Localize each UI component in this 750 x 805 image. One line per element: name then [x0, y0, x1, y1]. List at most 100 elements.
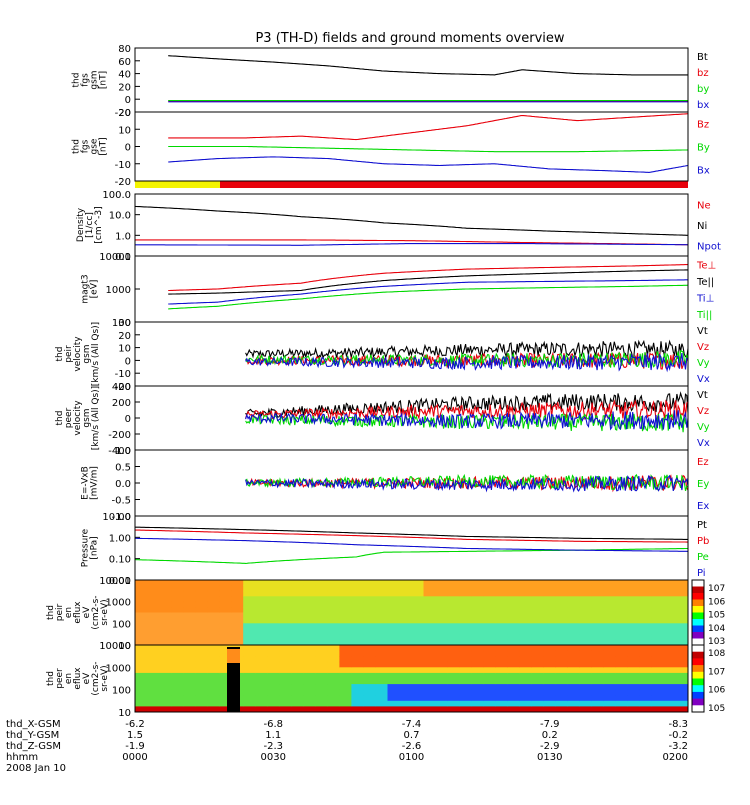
heatmap-cell — [495, 639, 509, 646]
heatmap-cell — [255, 590, 268, 597]
heatmap-cell — [543, 656, 557, 663]
heatmap-cell — [267, 684, 280, 691]
heatmap-cell — [399, 667, 412, 674]
heatmap-cell — [639, 661, 653, 668]
heatmap-cell — [447, 612, 461, 619]
x-tick-label: 1.1 — [265, 730, 281, 741]
heatmap-cell — [495, 596, 509, 603]
heatmap-cell — [375, 661, 388, 668]
heatmap-cell — [147, 596, 160, 603]
heatmap-cell — [423, 645, 436, 652]
heatmap-cell — [291, 650, 304, 657]
heatmap-cell — [183, 617, 196, 624]
y-axis-label: thd — [46, 671, 56, 686]
heatmap-cell — [399, 700, 412, 707]
legend-entry: Ez — [697, 457, 709, 468]
heatmap-cell — [255, 612, 268, 619]
heatmap-cell — [363, 667, 376, 674]
heatmap-cell — [255, 667, 268, 674]
heatmap-cell — [171, 689, 184, 696]
heatmap-cell — [411, 672, 424, 679]
heatmap-cell — [303, 628, 316, 635]
x-tick-label: 0000 — [122, 752, 147, 763]
heatmap-cell — [579, 639, 593, 646]
y-axis-label: velocity — [73, 400, 83, 436]
heatmap-cell — [591, 656, 605, 663]
heatmap-cell — [519, 596, 533, 603]
heatmap-cell — [243, 612, 256, 619]
heatmap-cell — [243, 684, 256, 691]
heatmap-cell — [399, 596, 412, 603]
y-axis-label: [nPa] — [90, 536, 100, 559]
heatmap-cell — [507, 684, 521, 691]
x-tick-label: -7.9 — [540, 719, 560, 730]
heatmap-cell — [327, 672, 340, 679]
heatmap-cell — [471, 596, 485, 603]
heatmap-cell — [471, 617, 485, 624]
y-axis-label: en — [64, 607, 74, 618]
heatmap-cell — [219, 623, 232, 630]
heatmap-cell — [423, 684, 436, 691]
heatmap-cell — [399, 612, 412, 619]
heatmap-cell — [459, 684, 473, 691]
heatmap-cell — [639, 684, 653, 691]
heatmap-cell — [291, 706, 304, 713]
heatmap-cell — [363, 634, 376, 641]
heatmap-cell — [171, 645, 184, 652]
series-line-Ti⊥ — [168, 279, 688, 305]
heatmap-cell — [387, 645, 400, 652]
y-tick-label: 10000 — [99, 252, 131, 263]
heatmap-cell — [159, 645, 172, 652]
heatmap-cell — [411, 612, 424, 619]
series-line-Bz — [168, 113, 689, 141]
heatmap-cell — [171, 667, 184, 674]
heatmap-cell — [435, 684, 448, 691]
heatmap-cell — [507, 596, 521, 603]
heatmap-cell — [435, 607, 448, 613]
heatmap-cell — [363, 601, 376, 608]
heatmap-cell — [171, 678, 184, 685]
heatmap-cell — [543, 684, 557, 691]
heatmap-cell — [291, 623, 304, 630]
heatmap-cell — [411, 580, 424, 586]
heatmap-cell — [387, 596, 400, 603]
heatmap-cell — [471, 628, 485, 635]
heatmap-cell — [639, 601, 653, 608]
heatmap-cell — [531, 684, 545, 691]
y-tick-label: -1.0 — [111, 512, 131, 523]
heatmap-cell — [447, 607, 461, 613]
heatmap-cell — [195, 706, 208, 713]
heatmap-cell — [207, 689, 220, 696]
heatmap-cell — [664, 684, 677, 691]
heatmap-cell — [351, 612, 364, 619]
heatmap-cell — [651, 656, 665, 663]
heatmap-cell — [531, 617, 545, 624]
heatmap-cell — [387, 612, 400, 619]
heatmap-cell — [207, 601, 220, 608]
heatmap-cell — [219, 689, 232, 696]
series-line-Npot — [135, 243, 689, 246]
y-tick-label: 100 — [112, 686, 131, 697]
heatmap-cell — [387, 634, 400, 641]
heatmap-cell — [267, 700, 280, 707]
heatmap-cell — [183, 689, 196, 696]
heatmap-cell — [603, 695, 617, 702]
heatmap-cell — [363, 678, 376, 685]
heatmap-cell — [195, 596, 208, 603]
heatmap-cell — [519, 661, 533, 668]
heatmap-cell — [207, 672, 220, 679]
heatmap-cell — [159, 580, 172, 586]
legend-entry: Vz — [697, 406, 709, 417]
heatmap-cell — [195, 672, 208, 679]
heatmap-cell — [447, 656, 461, 663]
heatmap-cell — [255, 645, 268, 652]
y-axis-label: Density — [76, 207, 86, 242]
heatmap-cell — [664, 628, 677, 635]
heatmap-cell — [147, 645, 160, 652]
heatmap-cell — [676, 645, 689, 652]
heatmap-cell — [363, 612, 376, 619]
colorbar-tick-label: 106 — [708, 597, 725, 607]
heatmap-cell — [603, 612, 617, 619]
heatmap-cell — [159, 661, 172, 668]
heatmap-cell — [579, 617, 593, 624]
